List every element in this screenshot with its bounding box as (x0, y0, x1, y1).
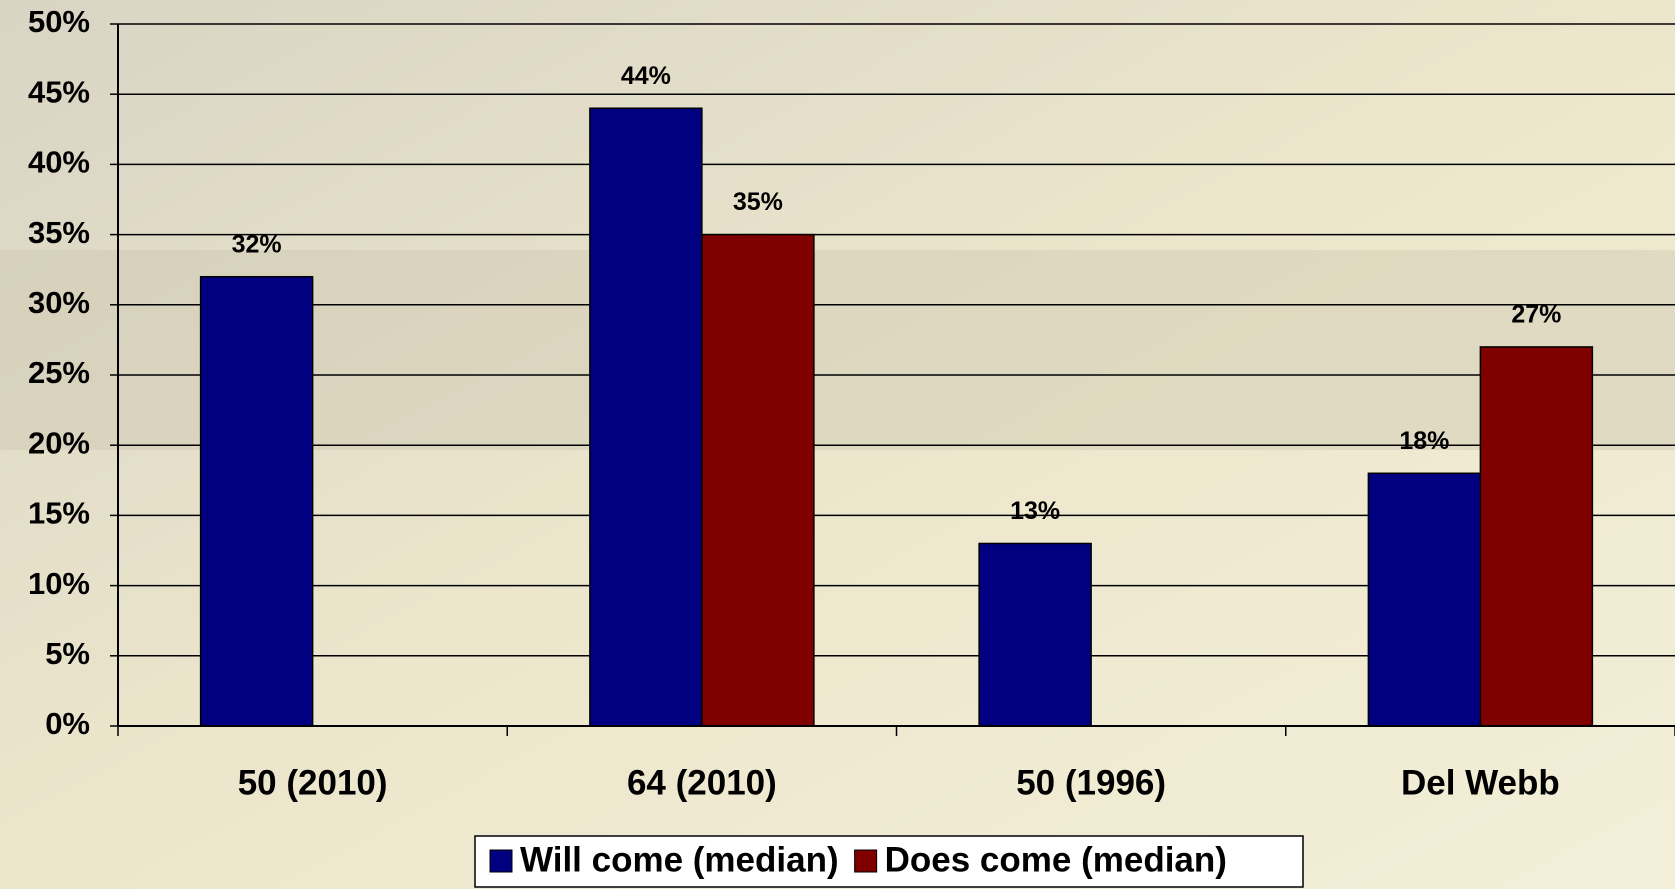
y-tick-label: 30% (28, 285, 90, 320)
x-tick-label: 64 (2010) (627, 763, 777, 802)
bar (199, 275, 314, 727)
y-tick-label: 40% (28, 145, 90, 180)
legend-swatch (489, 849, 513, 873)
y-tick-label: 15% (28, 496, 90, 531)
x-tick-label: 50 (1996) (1016, 763, 1166, 802)
bar (978, 542, 1092, 727)
bar (701, 233, 815, 727)
y-tick-label: 20% (28, 425, 90, 460)
bar (589, 107, 703, 727)
y-tick-label: 25% (28, 355, 90, 390)
y-tick-label: 10% (28, 566, 90, 601)
y-tick-label: 0% (45, 706, 90, 741)
data-label: 27% (1511, 301, 1561, 329)
legend-label: Will come (median) (520, 840, 839, 879)
y-tick-label: 35% (28, 215, 90, 250)
y-tick-label: 45% (28, 74, 90, 109)
data-label: 44% (621, 62, 671, 90)
legend-box (474, 835, 1304, 888)
legend-label: Does come (median) (885, 840, 1227, 879)
legend-swatch (854, 849, 878, 873)
bar (1479, 346, 1594, 727)
bar (1367, 472, 1482, 727)
data-label: 18% (1399, 427, 1449, 455)
y-tick-label: 50% (28, 4, 90, 39)
data-label: 35% (733, 188, 783, 216)
data-label: 13% (1010, 497, 1060, 525)
y-tick-label: 5% (45, 636, 90, 671)
x-tick-label: 50 (2010) (238, 763, 388, 802)
x-tick-label: Del Webb (1401, 763, 1560, 802)
data-label: 32% (232, 230, 282, 258)
